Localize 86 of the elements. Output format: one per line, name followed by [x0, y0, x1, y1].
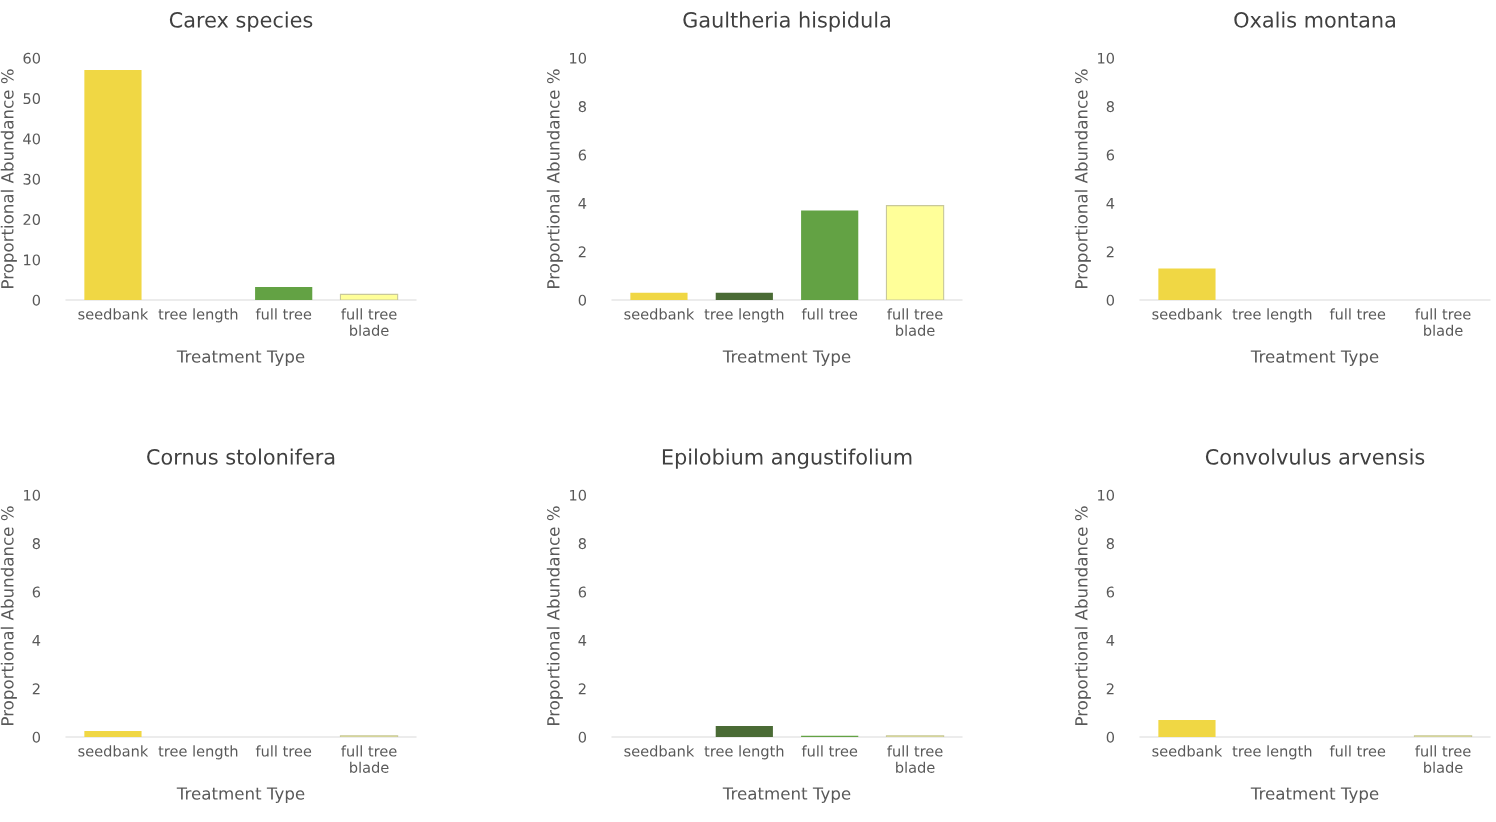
- y-tick-label: 6: [1106, 149, 1115, 161]
- y-tick-label: 6: [578, 586, 587, 598]
- x-tick-label: tree length: [158, 745, 238, 760]
- y-axis-title: Proportional Abundance %: [546, 69, 563, 288]
- x-tick-label: full tree: [801, 308, 858, 320]
- y-tick-label: 0: [578, 731, 587, 743]
- bar: [885, 205, 945, 300]
- x-axis-title: Treatment Type: [1250, 787, 1379, 804]
- y-tick-label: 8: [578, 101, 586, 113]
- bar: [339, 293, 399, 300]
- x-tick-label: tree length: [704, 745, 784, 760]
- bar: [801, 210, 859, 300]
- x-tick-label: full tree blade: [1415, 308, 1471, 336]
- x-tick-label: full tree: [255, 745, 312, 757]
- x-tick-label: tree length: [1232, 745, 1312, 760]
- y-tick-label: 10: [570, 489, 587, 501]
- chart-title: Carex species: [169, 11, 313, 32]
- y-tick-label: 2: [32, 683, 40, 695]
- y-tick-label: 20: [23, 214, 41, 226]
- y-tick-label: 0: [1106, 294, 1115, 306]
- chart-title: Cornus stolonifera: [147, 448, 335, 465]
- bar: [715, 292, 773, 300]
- x-tick-label: full tree: [1329, 745, 1386, 757]
- x-tick-label: full tree: [1329, 308, 1386, 320]
- x-tick-label: seedbank: [624, 745, 695, 757]
- y-tick-label: 2: [1106, 683, 1114, 695]
- y-tick-label: 8: [578, 538, 586, 550]
- x-tick-label: tree length: [704, 308, 784, 323]
- x-tick-label: full tree blade: [1415, 745, 1471, 773]
- y-axis-title: Proportional Abundance %: [546, 506, 563, 725]
- y-tick-label: 8: [1106, 538, 1114, 550]
- x-tick-label: tree length: [1232, 308, 1312, 323]
- y-tick-label: 10: [24, 254, 41, 266]
- y-tick-label: 4: [1106, 198, 1115, 209]
- y-tick-label: 4: [1106, 635, 1115, 646]
- x-axis-title: Treatment Type: [1250, 350, 1379, 367]
- x-tick-label: full tree: [801, 745, 858, 757]
- y-tick-label: 4: [578, 635, 587, 646]
- x-tick-label: seedbank: [624, 308, 695, 320]
- x-tick-label: seedbank: [1152, 308, 1223, 320]
- y-tick-label: 40: [23, 133, 41, 145]
- x-tick-label: full tree blade: [887, 308, 943, 336]
- y-tick-label: 10: [1098, 489, 1115, 501]
- x-tick-label: full tree: [255, 308, 312, 320]
- y-tick-label: 60: [23, 52, 41, 64]
- x-tick-label: seedbank: [1152, 745, 1223, 757]
- chart-title: Oxalis montana: [1234, 11, 1395, 28]
- bar: [255, 287, 313, 300]
- y-tick-label: 0: [1106, 731, 1115, 743]
- y-tick-label: 6: [578, 149, 587, 161]
- chart-title: Epilobium angustifolium: [662, 448, 912, 469]
- y-tick-label: 4: [578, 198, 587, 209]
- y-tick-label: 4: [32, 635, 41, 646]
- chart-title: Gaultheria hispidula: [683, 11, 890, 32]
- x-tick-label: tree length: [158, 308, 238, 323]
- y-tick-label: 8: [1106, 101, 1114, 113]
- y-tick-label: 2: [1106, 246, 1114, 258]
- x-tick-label: seedbank: [78, 308, 149, 320]
- y-axis-title: Proportional Abundance %: [0, 69, 17, 288]
- x-axis-title: Treatment Type: [176, 787, 305, 804]
- y-tick-label: 30: [23, 173, 41, 185]
- y-tick-label: 50: [23, 93, 41, 105]
- chart-title: Convolvulus arvensis: [1205, 448, 1425, 465]
- y-tick-label: 10: [24, 489, 41, 501]
- y-axis-title: Proportional Abundance %: [1074, 69, 1091, 288]
- y-tick-label: 0: [578, 294, 587, 306]
- y-tick-label: 10: [570, 52, 587, 64]
- y-axis-title: Proportional Abundance %: [0, 506, 17, 725]
- x-tick-label: full tree blade: [341, 745, 397, 773]
- y-tick-label: 2: [578, 246, 586, 258]
- y-tick-label: 0: [32, 294, 41, 306]
- x-tick-label: full tree blade: [341, 308, 397, 336]
- bar: [630, 292, 688, 300]
- bar: [84, 70, 142, 300]
- x-axis-title: Treatment Type: [722, 350, 851, 367]
- x-tick-label: full tree blade: [887, 745, 943, 773]
- x-axis-title: Treatment Type: [176, 350, 305, 367]
- y-axis-title: Proportional Abundance %: [1074, 506, 1091, 725]
- y-tick-label: 2: [578, 683, 586, 695]
- y-tick-label: 10: [1098, 52, 1115, 64]
- x-axis-title: Treatment Type: [722, 787, 851, 804]
- y-tick-label: 0: [32, 731, 41, 743]
- y-tick-label: 6: [1106, 586, 1115, 598]
- y-tick-label: 6: [32, 586, 41, 598]
- y-tick-label: 8: [32, 538, 40, 550]
- x-tick-label: seedbank: [78, 745, 149, 757]
